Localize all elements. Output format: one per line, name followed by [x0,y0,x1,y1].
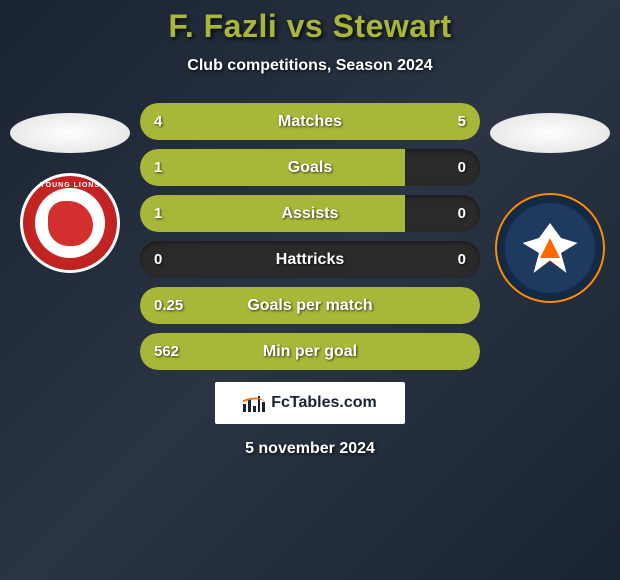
stats-center: 4 Matches 5 1 Goals 0 1 Assists 0 0 Hattricks 0 0.25… [140,103,480,370]
stat-value-left: 1 [154,159,162,176]
stat-value-left: 0.25 [154,297,183,314]
stat-value-right: 5 [458,113,466,130]
stat-bar: 0 Hattricks 0 [140,241,480,278]
stat-bar: 562 Min per goal [140,333,480,370]
stat-label: Goals [288,159,332,177]
lion-icon [48,201,93,246]
bar-fill-left [140,149,405,186]
player-left-photo-placeholder [10,113,130,153]
bird-icon [523,223,578,273]
bar-fill-left [140,195,405,232]
stat-bar: 1 Goals 0 [140,149,480,186]
footer-date: 5 november 2024 [245,440,375,458]
stat-value-left: 0 [154,251,162,268]
stat-label: Min per goal [263,343,357,361]
stat-value-left: 1 [154,205,162,222]
stat-bar: 4 Matches 5 [140,103,480,140]
stat-label: Hattricks [276,251,344,269]
footer-logo-text: FcTables.com [271,394,377,412]
stat-value-right: 0 [458,251,466,268]
stat-label: Goals per match [247,297,372,315]
comparison-area: YOUNG LIONS 4 Matches 5 1 Goals 0 1 Assists 0 0 Ha… [0,103,620,370]
player-left-side: YOUNG LIONS [10,103,130,273]
badge-right-inner [505,203,595,293]
stat-label: Matches [278,113,342,131]
team-badge-right [495,193,605,303]
stat-label: Assists [282,205,339,223]
stat-value-left: 562 [154,343,179,360]
stat-value-left: 4 [154,113,162,130]
fctables-logo-icon [243,394,265,412]
player-right-photo-placeholder [490,113,610,153]
stat-value-right: 0 [458,159,466,176]
page-subtitle: Club competitions, Season 2024 [187,57,432,75]
bar-fill-left [140,103,290,140]
bird-accent-icon [540,238,560,258]
stat-bar: 0.25 Goals per match [140,287,480,324]
stat-value-right: 0 [458,205,466,222]
footer-logo: FcTables.com [215,382,405,424]
player-right-side [490,103,610,303]
page-title: F. Fazli vs Stewart [168,8,451,45]
stat-bar: 1 Assists 0 [140,195,480,232]
badge-left-inner [35,188,105,258]
team-badge-left: YOUNG LIONS [20,173,120,273]
